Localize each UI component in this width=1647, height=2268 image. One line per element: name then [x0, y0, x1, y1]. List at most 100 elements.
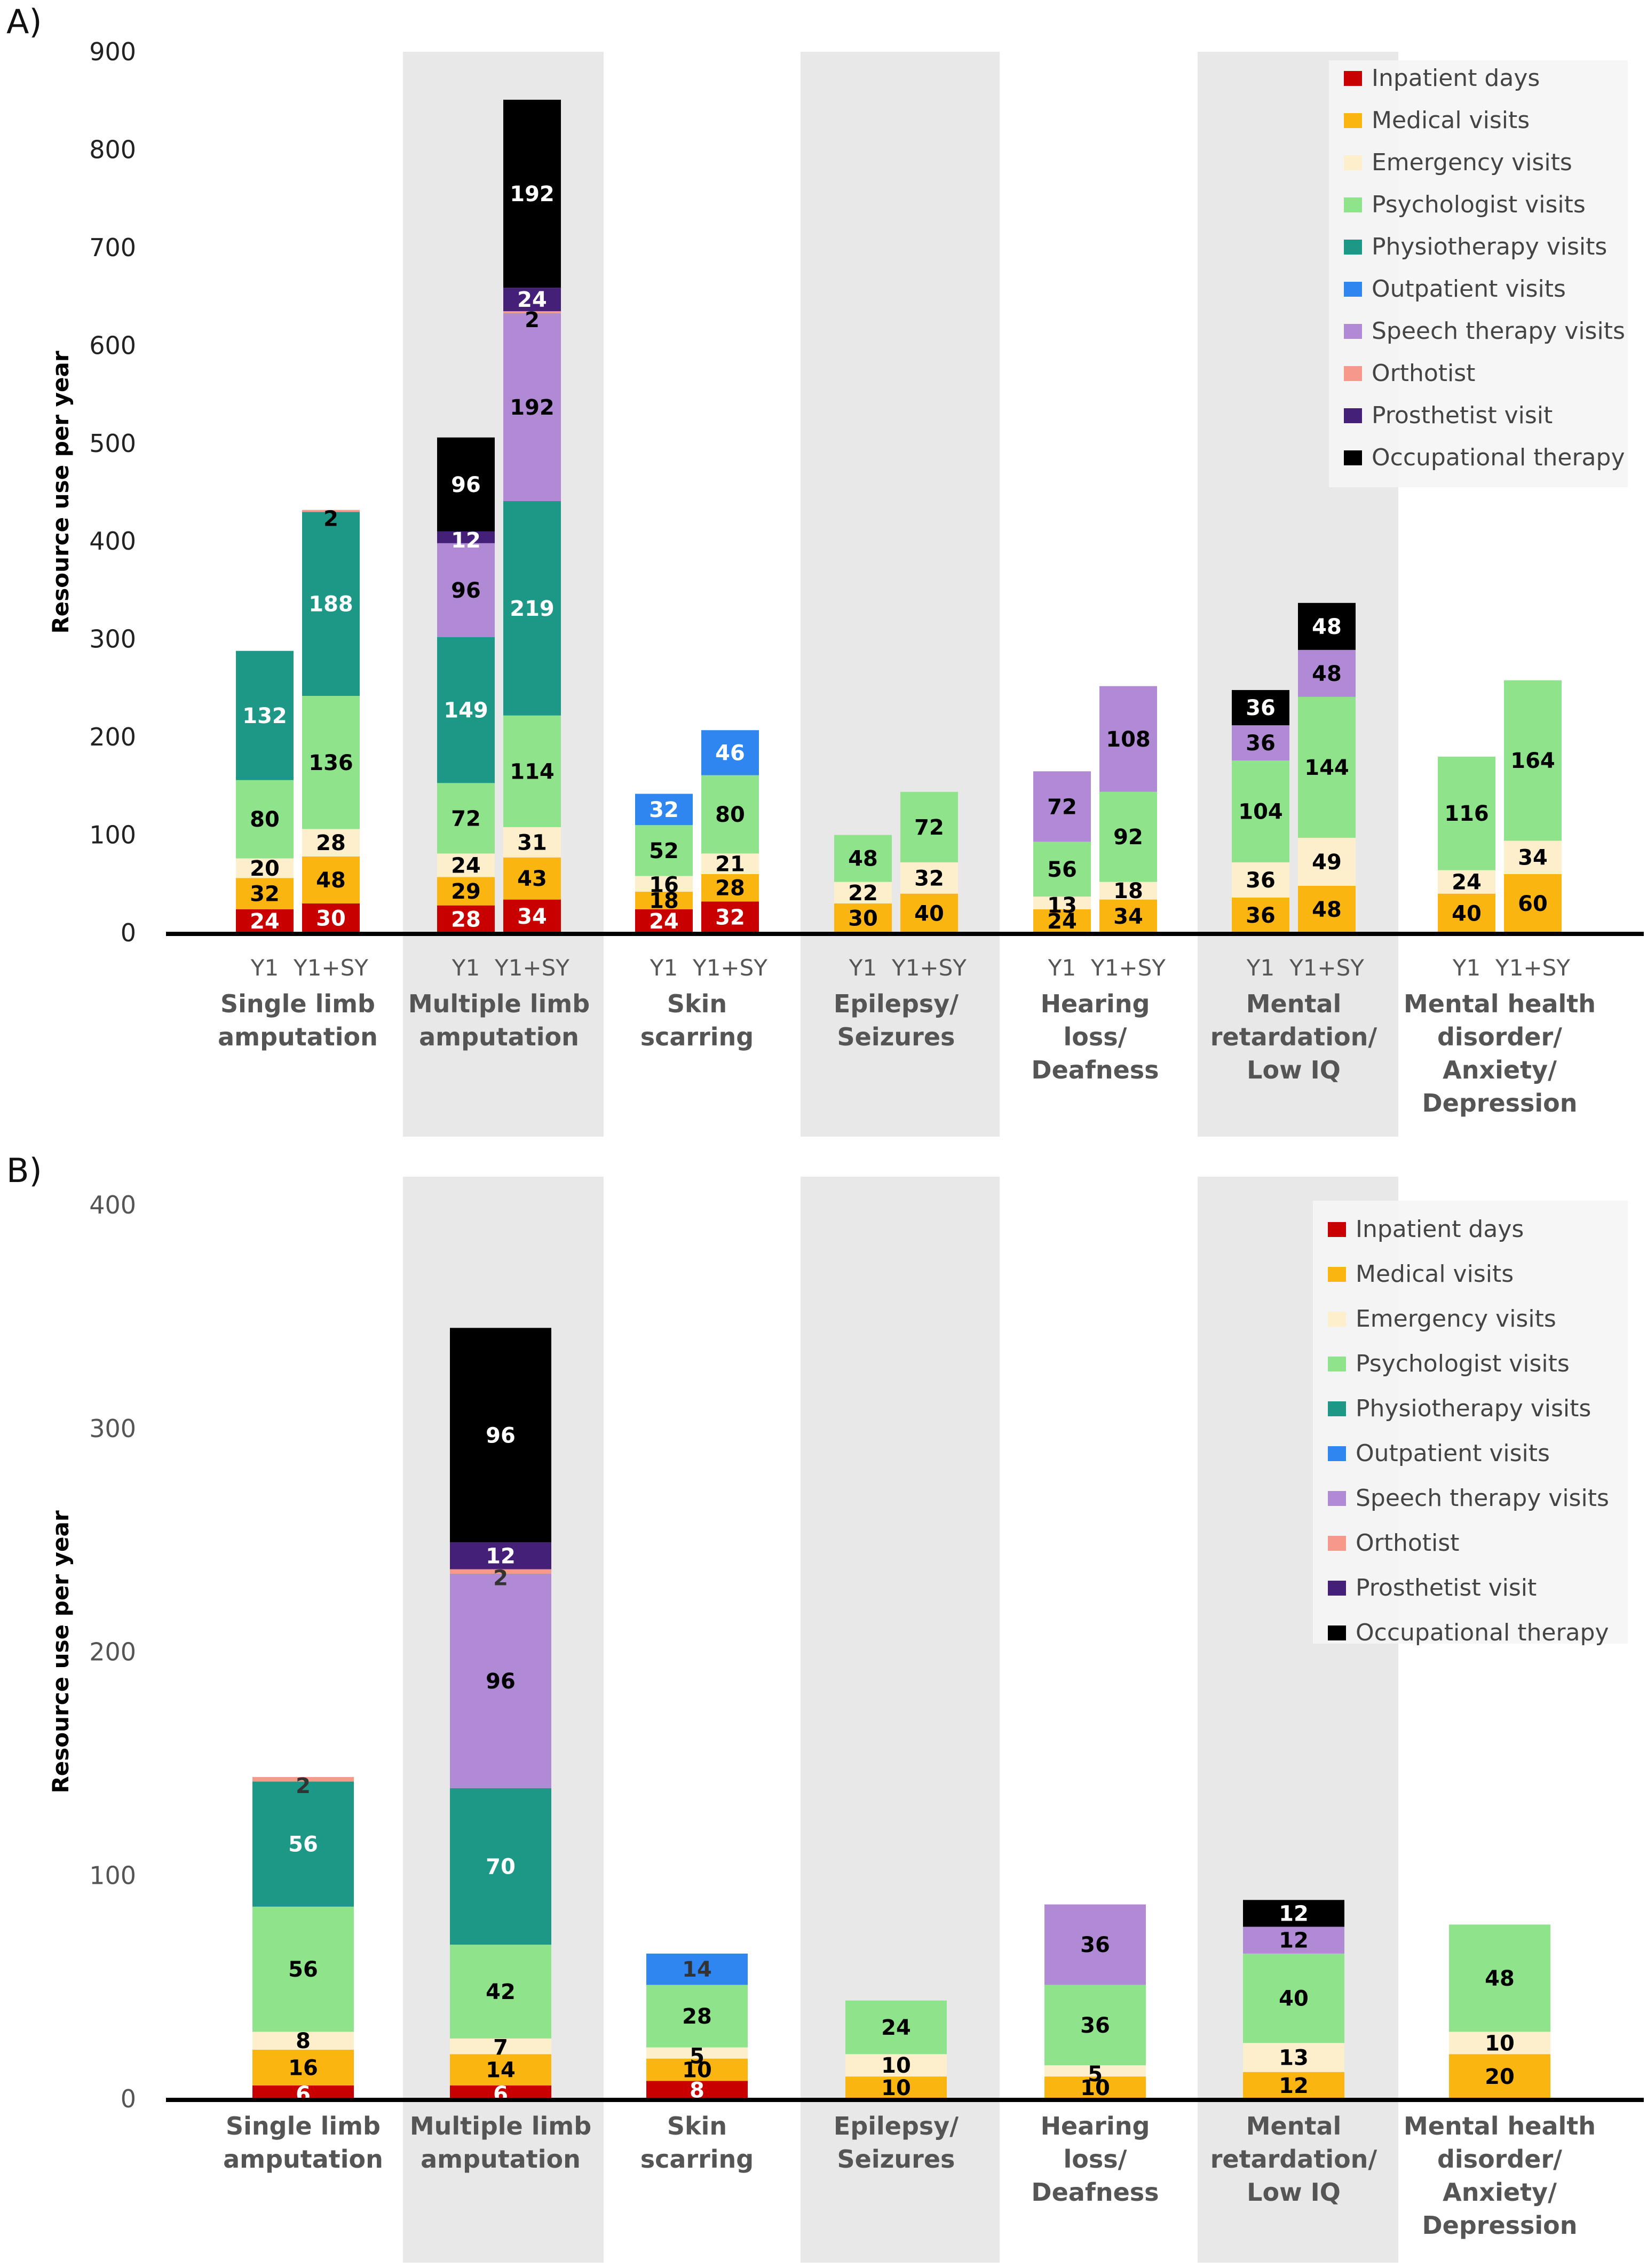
bar-segment-medical-visits	[1504, 874, 1562, 933]
data-label: 32	[649, 798, 679, 822]
bar: 105 36 36	[1044, 1904, 1146, 2100]
bar-segment-physiotherapy-visits	[437, 637, 495, 783]
bar-segment-medical-visits	[236, 878, 294, 909]
data-label: 32	[250, 882, 280, 907]
data-label: 48	[1312, 615, 1342, 639]
x-subcategory-label: Y1+SY	[494, 955, 569, 981]
data-label: 48	[1312, 898, 1342, 922]
bar-segment-outpatient-visits	[635, 794, 693, 826]
data-label: 149	[444, 699, 488, 723]
x-category-label: scarring	[640, 1022, 754, 1051]
data-label: 20	[1485, 2065, 1515, 2089]
bar-segment-psychologist-visits	[252, 1906, 354, 2032]
data-label: 24	[1452, 870, 1482, 895]
bar-segment-orthotist	[450, 1569, 551, 1574]
x-category-label: Hearing	[1041, 989, 1150, 1018]
bar-segment-psychologist-visits	[1504, 680, 1562, 841]
x-category-label: retardation/	[1210, 1022, 1377, 1051]
x-category-label: amputation	[419, 1022, 579, 1051]
data-label: 16	[649, 873, 679, 898]
legend-label: Speech therapy visits	[1356, 1485, 1609, 1512]
x-subcategory-label: Y1	[250, 955, 279, 981]
data-label: 18	[1113, 879, 1143, 903]
legend-swatch	[1328, 1357, 1346, 1371]
legend-background	[1313, 1201, 1628, 1644]
bar-segment-emergency-visits	[845, 2054, 947, 2077]
data-label: 24	[649, 909, 679, 934]
legend-background	[1329, 60, 1628, 487]
bar-segment-emergency-visits	[1449, 2032, 1550, 2055]
x-category-label: amputation	[421, 2145, 581, 2174]
data-label: 116	[1444, 802, 1489, 826]
panel-a: A) 0 100 200 300 400 500 600 700 800 900 Resource u…	[6, 2, 1644, 1137]
data-label: 48	[316, 868, 346, 893]
bar-segment-inpatient-days	[252, 2085, 354, 2099]
data-label: 164	[1510, 749, 1555, 773]
bar-segment-medical-visits	[1449, 2054, 1550, 2099]
bar: 12 13 40 12 12	[1243, 1900, 1344, 2099]
data-label: 12	[486, 1544, 516, 1568]
data-label: 56	[288, 1833, 318, 1857]
bar-y1-plus-sy: 30 48 28 136 188 2	[302, 507, 360, 933]
legend-item: Psychologist visits	[1344, 191, 1586, 218]
legend-item: Occupational therapy	[1328, 1619, 1609, 1646]
data-label: 36	[1246, 731, 1276, 756]
x-category-label: Seizures	[837, 2145, 955, 2174]
data-label: 32	[715, 906, 745, 930]
data-label: 24	[1047, 909, 1077, 934]
data-label: 24	[250, 909, 280, 934]
bar-segment-emergency-visits	[1438, 870, 1495, 894]
bar: 20 10 48	[1449, 1924, 1550, 2099]
legend-item: Medical visits	[1328, 1260, 1514, 1288]
bar-segment-psychologist-visits	[845, 2000, 947, 2055]
bar-segment-inpatient-days	[635, 909, 693, 933]
data-label: 12	[451, 528, 481, 553]
bar-segment-inpatient-days	[236, 909, 294, 933]
legend-swatch	[1344, 240, 1362, 255]
bar-segment-speech-therapy-visits	[1044, 1904, 1146, 1985]
data-label: 72	[914, 815, 944, 840]
bar-segment-psychologist-visits	[1044, 1985, 1146, 2066]
bar-segment-physiotherapy-visits	[252, 1781, 354, 1907]
bar-segment-emergency-visits	[1033, 897, 1091, 909]
legend-label: Orthotist	[1356, 1529, 1459, 1557]
data-label: 28	[451, 907, 481, 932]
bar-segment-medical-visits	[701, 874, 759, 902]
legend-item: Physiotherapy visits	[1344, 233, 1607, 260]
bar-segment-occupational-therapy	[503, 99, 561, 288]
x-category-label: Depression	[1422, 2211, 1577, 2240]
bar-segment-psychologist-visits	[646, 1985, 748, 2048]
data-label: 2	[296, 1774, 311, 1798]
bar-segment-prosthetist-visit	[450, 1542, 551, 1569]
data-label: 10	[881, 2076, 911, 2100]
legend-label: Physiotherapy visits	[1356, 1395, 1591, 1422]
bar-segment-emergency-visits	[834, 882, 892, 903]
bar: 616 8 56 56 2	[252, 1774, 354, 2107]
bar-segment-medical-visits	[1033, 909, 1091, 933]
bar-segment-psychologist-visits	[701, 775, 759, 854]
bar-segment-orthotist	[503, 311, 561, 313]
data-label: 30	[316, 906, 346, 931]
x-subcategory-label: Y1+SY	[293, 955, 368, 981]
x-category-label: Epilepsy/	[834, 2112, 959, 2140]
x-category-label: Epilepsy/	[834, 989, 959, 1018]
bar-segment-speech-therapy-visits	[1099, 686, 1157, 792]
data-label: 24	[881, 2016, 911, 2040]
x-subcategory-label: Y1+SY	[1289, 955, 1364, 981]
data-label: 10	[682, 2058, 712, 2083]
legend-label: Psychologist visits	[1372, 191, 1586, 218]
data-label: 14	[486, 2058, 516, 2083]
data-label: 34	[1518, 846, 1548, 870]
legend-item: Emergency visits	[1344, 149, 1572, 176]
data-label: 13	[1047, 893, 1077, 918]
panel-label: A)	[6, 2, 42, 41]
x-category-label: Depression	[1422, 1089, 1577, 1117]
x-subcategory-label: Y1+SY	[1495, 955, 1570, 981]
data-label: 36	[1080, 1933, 1110, 1957]
bar-segment-emergency-visits	[1504, 840, 1562, 874]
x-category-label: Mental health	[1404, 2112, 1596, 2140]
